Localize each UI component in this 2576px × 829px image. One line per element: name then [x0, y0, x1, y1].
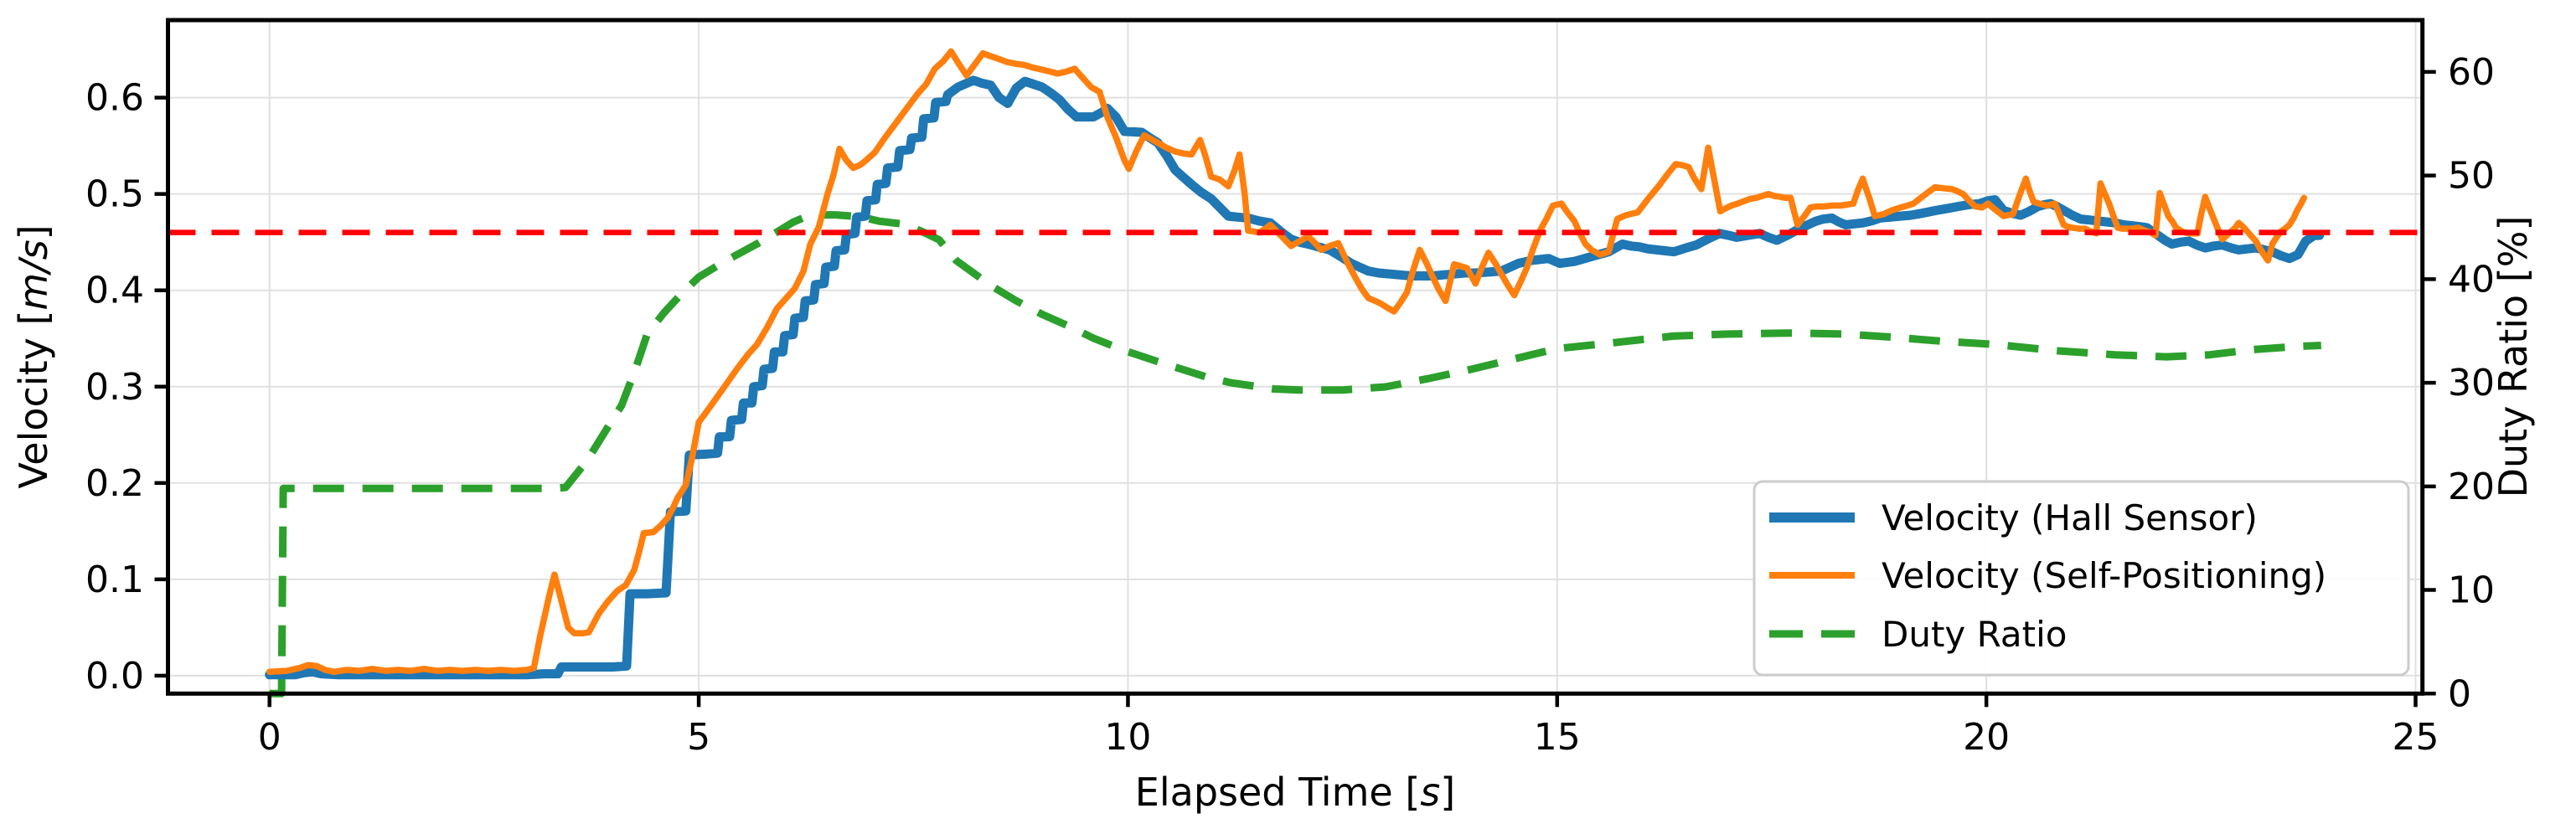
- axes-spines: [166, 18, 2425, 696]
- legend-item-label: Velocity (Self-Positioning): [1882, 555, 2326, 596]
- left-y-tick-label: 0.0: [85, 655, 144, 698]
- legend-item-label: Duty Ratio: [1882, 614, 2067, 655]
- right-y-tick-label: 10: [2448, 569, 2495, 612]
- x-axis-tick-labels: 0 5 10 15 20 25: [258, 716, 2439, 759]
- legend-item-label: Velocity (Hall Sensor): [1882, 497, 2258, 538]
- plot-border: [166, 18, 2425, 696]
- x-tick-label: 5: [687, 716, 710, 759]
- left-y-tick-label: 0.5: [85, 173, 144, 216]
- left-y-tick-label: 0.6: [85, 77, 144, 120]
- axis-tick-marks: [154, 70, 2436, 708]
- right-y-tick-label: 0: [2448, 672, 2471, 715]
- left-axis-tick-labels: 0.0 0.1 0.2 0.3 0.4 0.5 0.6: [85, 77, 144, 698]
- x-tick-label: 15: [1534, 716, 1581, 759]
- right-y-tick-label: 50: [2448, 155, 2495, 198]
- x-tick-label: 25: [2393, 716, 2439, 759]
- legend-frame: [1753, 480, 2410, 677]
- series-line-duty-ratio: [269, 211, 2321, 698]
- x-tick-label: 20: [1963, 716, 2010, 759]
- right-y-tick-label: 20: [2448, 466, 2495, 508]
- left-y-tick-label: 0.3: [85, 366, 144, 409]
- left-y-tick-label: 0.2: [85, 462, 144, 505]
- left-y-tick-label: 0.1: [85, 559, 144, 601]
- right-y-tick-label: 40: [2448, 258, 2495, 301]
- right-y-tick-label: 60: [2448, 51, 2495, 94]
- left-y-tick-label: 0.4: [85, 270, 144, 312]
- right-y-tick-label: 30: [2448, 362, 2495, 404]
- right-axis-tick-labels: 0 10 20 30 40 50 60: [2448, 51, 2495, 715]
- right-axis-label: Duty Ratio [%]: [2491, 216, 2536, 498]
- x-tick-label: 0: [258, 716, 281, 759]
- data-series: [168, 48, 2423, 698]
- legend-box: Velocity (Hall Sensor) Velocity (Self-Pos…: [1753, 480, 2410, 677]
- left-axis-label: Velocity [m/s]: [11, 224, 56, 488]
- x-tick-label: 10: [1104, 716, 1151, 759]
- x-axis-label: Elapsed Time [s]: [1135, 770, 1455, 815]
